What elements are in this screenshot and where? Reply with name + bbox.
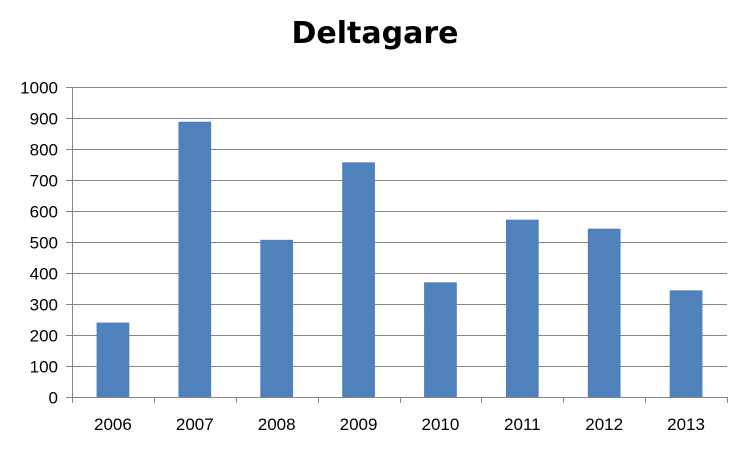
y-tick-label: 700 — [30, 172, 58, 191]
x-tick-label: 2006 — [94, 415, 132, 434]
bars — [96, 121, 703, 397]
y-tick-label: 500 — [30, 234, 58, 253]
bar-2011 — [505, 219, 539, 397]
y-tick-label: 800 — [30, 141, 58, 160]
y-tick-label: 200 — [30, 327, 58, 346]
y-tick-label: 300 — [30, 296, 58, 315]
y-tick-label: 100 — [30, 358, 58, 377]
gridlines — [72, 87, 727, 367]
y-tick-label: 400 — [30, 265, 58, 284]
x-tick-label: 2008 — [258, 415, 296, 434]
bar-2013 — [669, 290, 703, 397]
x-tick-label: 2013 — [667, 415, 705, 434]
y-tick-labels: 0 100 200 300 400 500 600 700 800 900 1000 — [20, 79, 58, 408]
y-tick-label: 600 — [30, 203, 58, 222]
x-tick-label: 2010 — [422, 415, 460, 434]
chart-title: Deltagare — [291, 16, 459, 51]
bar-2007 — [178, 121, 212, 397]
bar-2006 — [96, 322, 130, 397]
x-tick-label: 2009 — [340, 415, 378, 434]
y-tick-label: 0 — [49, 389, 58, 408]
x-tick-labels: 2006 2007 2008 2009 2010 2011 2012 2013 — [94, 415, 705, 434]
bar-2012 — [587, 228, 621, 397]
bar-2008 — [260, 239, 294, 397]
x-tick-label: 2011 — [504, 415, 541, 434]
axes — [66, 87, 728, 403]
bar-2010 — [424, 282, 457, 397]
x-tick-label: 2012 — [585, 415, 623, 434]
y-tick-label: 1000 — [20, 79, 58, 98]
bar-2009 — [342, 162, 375, 397]
y-tick-label: 900 — [30, 110, 58, 129]
x-tick-label: 2007 — [176, 415, 214, 434]
